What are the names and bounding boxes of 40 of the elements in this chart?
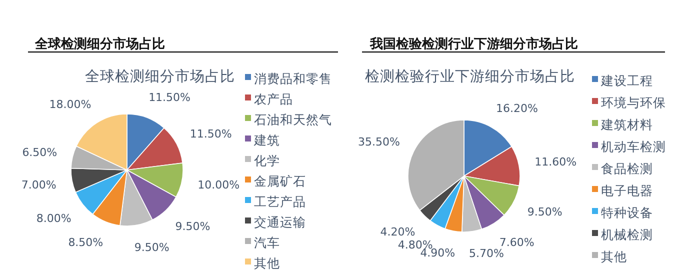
data-label: 11.50% (190, 128, 232, 140)
data-label: 8.50% (68, 236, 104, 250)
legend-label: 机动车检测 (601, 139, 666, 154)
legend-label: 机械检测 (601, 227, 653, 242)
chart-title: 全球检测细分市场占比 (34, 36, 165, 52)
legend-label: 交通运输 (254, 214, 306, 230)
data-label: 11.60% (534, 155, 577, 168)
legend-label: 电子电器 (601, 183, 653, 198)
legend-label: 汽车 (254, 235, 280, 250)
legend-label: 工艺产品 (254, 194, 306, 209)
legend-label: 化学 (254, 153, 280, 168)
chart-subtitle: 检测检验行业下游细分市场占比 (365, 68, 575, 85)
data-label: 8.00% (36, 212, 72, 225)
data-label: 35.50% (358, 136, 400, 149)
legend-label: 石油和天然气 (254, 112, 332, 127)
legend-label: 建筑材料 (600, 117, 653, 132)
legend-label: 特种设备 (601, 205, 653, 220)
data-label: 9.50% (134, 240, 170, 254)
data-label: 7.00% (21, 178, 56, 192)
legend-label: 食品检测 (601, 161, 653, 176)
chart-title: 我国检验检测行业下游细分市场占比 (369, 36, 578, 52)
data-label: 16.20% (496, 102, 538, 115)
legend-label: 其他 (601, 249, 627, 264)
data-label: 18.00% (49, 98, 92, 112)
data-label: 4.20% (380, 226, 416, 238)
data-label: 6.50% (22, 146, 58, 159)
chart-subtitle: 全球检测细分市场占比 (85, 68, 235, 85)
legend-label: 其他 (254, 256, 280, 270)
legend-label: 消费品和零售 (254, 71, 332, 86)
legend-label: 金属矿石 (254, 174, 306, 188)
data-label: 11.50% (148, 91, 191, 104)
data-label: 7.60% (499, 236, 534, 250)
data-label: 9.50% (175, 220, 210, 234)
data-label: 9.50% (527, 206, 562, 219)
legend-label: 环境与环保 (601, 95, 666, 110)
data-label: 10.00% (198, 178, 240, 192)
legend-label: 建设工程 (600, 73, 653, 88)
data-label: 5.70% (468, 247, 504, 260)
legend-label: 农产品 (254, 92, 293, 106)
legend-label: 建筑 (253, 132, 280, 148)
